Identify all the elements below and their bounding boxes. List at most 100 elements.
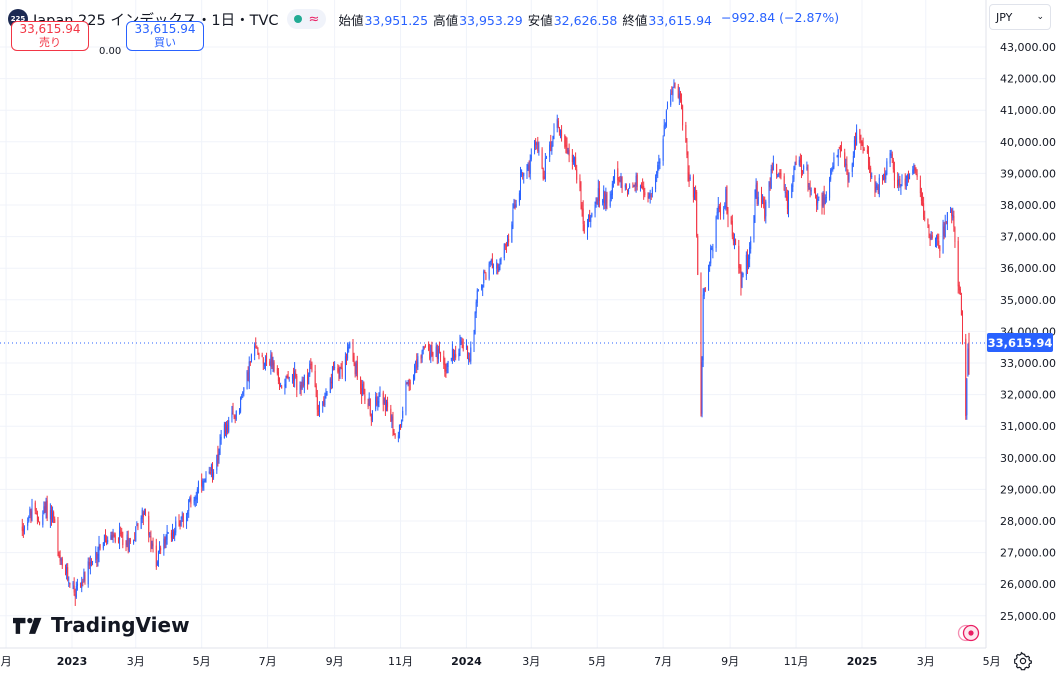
candle [208,466,210,475]
candle [545,155,547,159]
candle [507,235,509,247]
record-icon[interactable] [957,624,981,642]
candle [693,186,695,200]
candle [239,408,241,415]
candle [202,478,204,491]
candle [468,352,470,365]
candle [771,162,773,174]
candle [914,164,916,174]
market-status[interactable]: ≈ [286,9,327,29]
y-tick-label: 37,000.00 [1000,231,1056,244]
buy-button[interactable]: 33,615.94 買い [126,21,204,51]
candle [624,183,626,191]
candle [240,396,242,414]
candle [45,497,47,519]
candle [180,516,182,527]
candle [344,352,346,382]
symbol-title[interactable]: Japan 225 インデックス・1日・TVC [33,12,279,29]
candle [612,176,614,188]
candle [102,542,104,551]
chart-legend: 225 Japan 225 インデックス・1日・TVC ≈ 始値33,951.2… [8,8,839,30]
x-tick-label: 7月 [654,655,672,668]
candle [527,162,529,171]
candle [915,167,917,176]
y-tick-label: 43,000.00 [1000,41,1056,54]
tradingview-wordmark: TradingView [51,613,190,637]
candle [878,174,880,198]
candle [738,239,740,274]
candle [792,175,794,192]
candle [711,245,713,251]
candle [172,523,174,542]
candle [943,221,945,240]
candle [105,529,107,543]
candle [156,560,158,566]
x-tick-label: 3月 [522,655,540,668]
candle [489,260,491,268]
currency-select[interactable]: JPY ⌄ [989,4,1051,30]
candle [581,201,583,217]
candle [530,148,532,162]
candle [617,161,619,186]
candle [408,378,410,392]
candle [923,196,925,221]
candle [113,532,115,538]
candle [360,376,362,395]
candle [90,558,92,567]
candle [220,429,222,445]
candle [148,511,150,543]
candle [375,391,377,412]
price-axis[interactable]: 43,000.00 42,000.00 41,000.00 40,000.00 39,0… [1000,41,1056,623]
candle [642,178,644,190]
tradingview-logo[interactable]: TradingView [13,613,190,637]
candle [732,232,734,246]
candle [250,353,252,363]
candle [75,581,77,599]
candle [82,578,84,587]
candle [756,180,758,207]
candle [258,352,260,360]
candle [137,523,139,531]
candle [817,193,819,210]
candle [778,172,780,177]
candle [398,424,400,439]
candle [731,214,733,240]
candle [141,507,143,524]
candle [422,345,424,355]
candle [144,508,146,517]
candle [217,445,219,467]
candle [243,386,245,397]
candle [833,152,835,170]
candle [719,202,721,220]
candle [633,184,635,188]
candle [27,517,29,531]
candle [42,510,44,528]
x-tick-label: 2023 [57,655,88,668]
candle [128,537,130,553]
y-tick-label: 35,000.00 [1000,294,1056,307]
time-axis[interactable]: 月 2023 3月 5月 7月 9月 11月 2024 3月 5月 7月 9月 11月 2025 3月 5月 [1,655,1001,668]
candle [121,527,123,538]
candle [626,189,628,197]
candle [764,196,766,222]
gear-icon[interactable] [1013,651,1033,671]
candle [405,380,407,416]
candle [574,156,576,167]
candle [550,134,552,152]
candle [709,261,711,272]
candle [281,384,283,389]
candle [528,160,530,178]
candle [286,374,288,379]
candle [515,199,517,208]
candle [692,174,694,203]
candle [735,238,737,246]
candle [606,191,608,210]
candle [702,288,704,368]
candle [866,145,868,154]
candle [687,151,689,182]
candle [891,151,893,163]
candle [407,379,409,387]
candle [382,390,384,412]
sell-button[interactable]: 33,615.94 売り [11,21,89,51]
